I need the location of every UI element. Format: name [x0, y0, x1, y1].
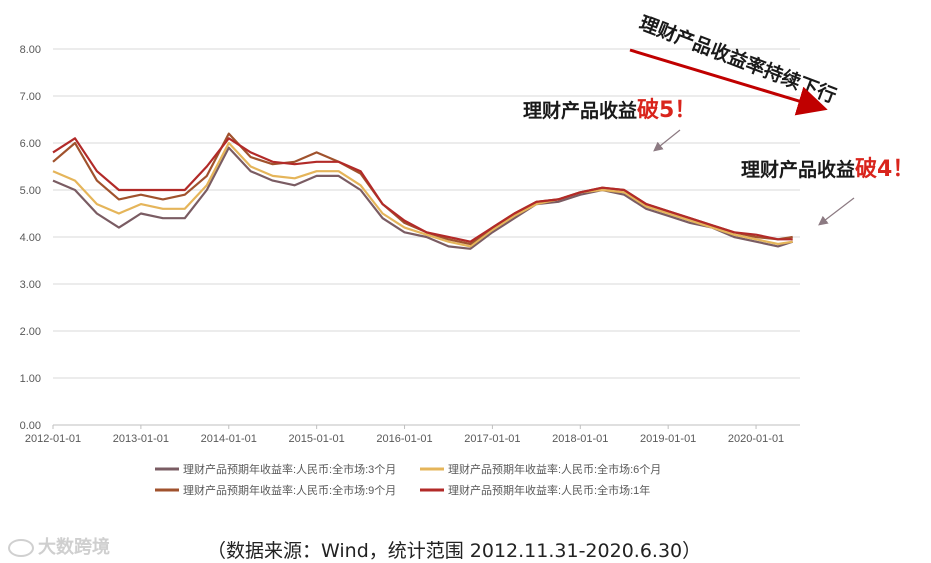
break4-arrow — [818, 197, 855, 226]
legend-item-label: 理财产品预期年收益率:人民币:全市场:9个月 — [183, 483, 396, 497]
y-tick-label: 0.00 — [20, 420, 41, 432]
y-tick-label: 5.00 — [20, 185, 41, 197]
series-line-2 — [52, 141, 793, 248]
series-line-4 — [52, 137, 793, 243]
series-line-3 — [52, 132, 793, 246]
y-tick-label: 3.00 — [20, 279, 41, 291]
x-tick-label: 2016-01-01 — [376, 433, 432, 445]
y-tick-label: 1.00 — [20, 373, 41, 385]
x-tick-label: 2014-01-01 — [201, 433, 257, 445]
watermark-logo-icon — [8, 539, 34, 557]
x-tick-label: 2017-01-01 — [464, 433, 520, 445]
break5-label: 理财产品收益破5！ — [523, 97, 696, 123]
series-line-1 — [52, 146, 794, 250]
break4-label: 理财产品收益破4！ — [741, 156, 914, 182]
y-tick-label: 6.00 — [20, 138, 41, 150]
x-axis-ticks: 2012-01-01 2013-01-01 2014-01-01 2015-01-01… — [25, 425, 784, 445]
legend: 理财产品预期年收益率:人民币:全市场:3个月 理财产品预期年收益率:人民币:全市场… — [155, 462, 661, 497]
trend-label: 理财产品收益率持续下行 — [636, 11, 839, 107]
watermark: 大数跨境 — [8, 533, 110, 559]
y-tick-label: 7.00 — [20, 91, 41, 103]
series-lines — [52, 132, 794, 250]
y-tick-label: 8.00 — [20, 44, 41, 56]
trend-arrow — [629, 48, 828, 116]
break5-arrow — [653, 129, 681, 152]
x-tick-label: 2012-01-01 — [25, 433, 81, 445]
legend-item-label: 理财产品预期年收益率:人民币:全市场:3个月 — [183, 462, 396, 476]
y-tick-label: 4.00 — [20, 232, 41, 244]
source-note: （数据来源：Wind，统计范围 2012.11.31-2020.6.30） — [207, 540, 702, 562]
y-axis-ticks: 0.00 1.00 2.00 3.00 4.00 5.00 6.00 7.00 8.00 — [20, 44, 41, 432]
x-tick-label: 2020-01-01 — [728, 433, 784, 445]
watermark-text: 大数跨境 — [38, 537, 110, 558]
trend-annotation: 理财产品收益率持续下行 — [629, 11, 840, 116]
x-tick-label: 2013-01-01 — [113, 433, 169, 445]
break4-annotation: 理财产品收益破4！ — [741, 156, 914, 226]
x-tick-label: 2018-01-01 — [552, 433, 608, 445]
break5-annotation: 理财产品收益破5！ — [523, 97, 696, 152]
y-tick-label: 2.00 — [20, 326, 41, 338]
legend-item-label: 理财产品预期年收益率:人民币:全市场:6个月 — [448, 462, 661, 476]
x-tick-label: 2019-01-01 — [640, 433, 696, 445]
legend-item-label: 理财产品预期年收益率:人民币:全市场:1年 — [448, 483, 650, 497]
x-tick-label: 2015-01-01 — [289, 433, 345, 445]
